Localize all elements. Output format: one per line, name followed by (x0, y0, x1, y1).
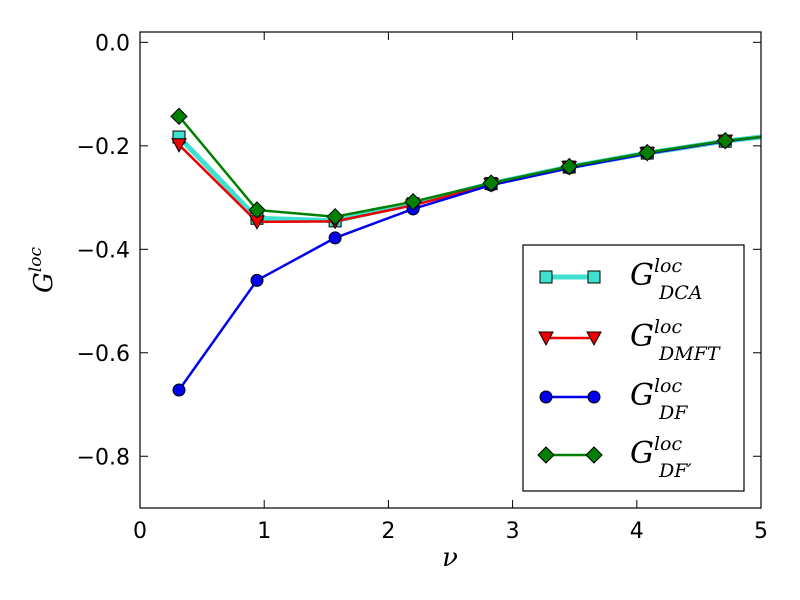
y-tick-label: −0.6 (77, 342, 130, 367)
plot-frame (139, 31, 762, 509)
legend-marker-df (587, 390, 601, 404)
data-point-df (170, 107, 188, 126)
data-point-df (172, 383, 186, 397)
x-tick-label: 4 (630, 519, 644, 544)
data-point-df (248, 201, 266, 219)
y-axis-label-sup: loc (26, 247, 46, 273)
legend-label-dca: Gloc DCA (630, 255, 703, 304)
data-point-dmft (171, 138, 187, 153)
data-point-df (482, 174, 500, 192)
y-tick-label: −0.4 (77, 238, 130, 263)
legend-label-dmft: Gloc DMFT (630, 316, 721, 365)
legend-item-dmft: Gloc DMFT (538, 316, 721, 365)
data-point-df (326, 208, 344, 226)
legend-label-df: Gloc DF (630, 375, 688, 424)
x-tick-label: 0 (133, 519, 147, 544)
data-point-df (328, 231, 342, 245)
data-point-df (716, 131, 734, 150)
legend-item-df: Gloc DF (539, 375, 688, 424)
legend-marker-dmft (586, 331, 602, 347)
x-tick-label: 2 (381, 519, 395, 544)
legend-item-dca: Gloc DCA (539, 255, 703, 304)
x-tick-label: 1 (257, 519, 271, 544)
legend-label-df: Gloc DF′ (630, 433, 692, 482)
y-tick-label: −0.8 (77, 445, 130, 470)
series-layer (170, 107, 761, 397)
y-axis-label: Gloc (26, 247, 59, 293)
series-df (170, 107, 761, 226)
data-point-df (250, 273, 264, 287)
x-tick-label: 5 (754, 519, 768, 544)
legend-box (522, 244, 745, 492)
y-tick-label: 0.0 (95, 31, 130, 56)
data-point-df (638, 143, 656, 162)
svg-text:Gloc: Gloc (26, 247, 59, 293)
legend-item-df: Gloc DF′ (537, 433, 692, 482)
y-axis-label-base: G (29, 272, 59, 293)
data-point-df (560, 157, 578, 176)
legend-marker-dca (587, 270, 601, 284)
legend-marker-df (585, 446, 603, 464)
legend-marker-dmft (538, 331, 554, 347)
legend-marker-df (537, 446, 555, 464)
x-axis-label: ν (442, 543, 458, 573)
x-tick-label: 3 (506, 519, 520, 544)
legend-marker-dca (539, 270, 553, 284)
legend: Gloc DCA Gloc DMFT Gloc DF Gloc DF′ (522, 244, 745, 492)
tick-layer: 0 1 2 3 4 5 0.0 −0.2 −0.4 −0.6 −0.8 (77, 31, 768, 544)
legend-marker-df (539, 390, 553, 404)
y-tick-label: −0.2 (77, 135, 130, 160)
data-point-df (404, 192, 422, 211)
